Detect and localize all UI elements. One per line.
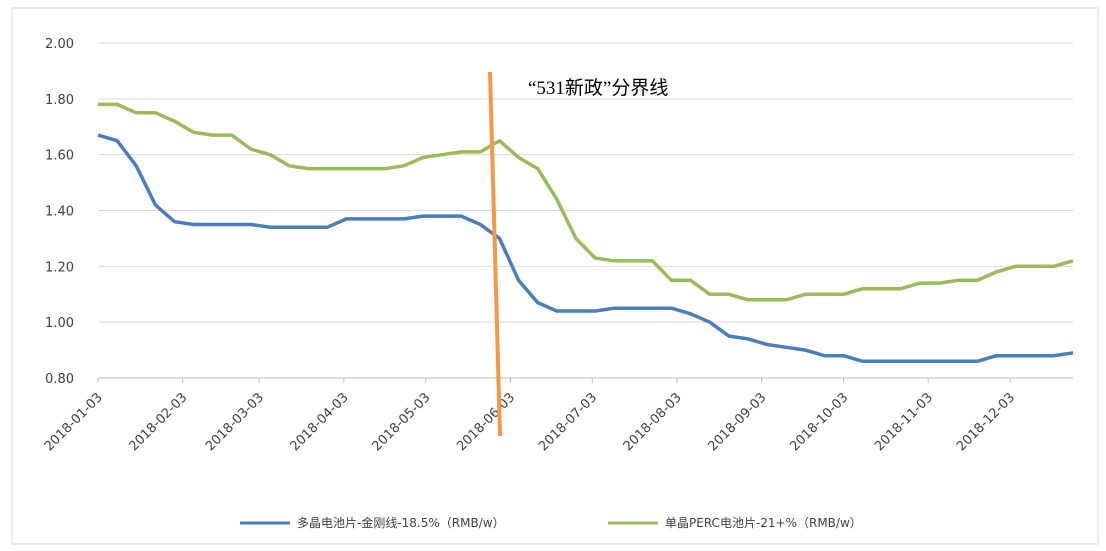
lines: [97, 102, 1074, 364]
y-tick-label: 0.80: [45, 372, 74, 387]
legend-label: 单晶PERC电池片-21+%（RMB/w）: [665, 516, 862, 530]
annotation: “531新政”分界线: [528, 77, 668, 99]
legend: 多晶电池片-金刚线-18.5%（RMB/w） 单晶PERC电池片-21+%（RMB…: [240, 515, 862, 530]
y-tick-label: 1.00: [45, 316, 74, 331]
y-tick-label: 2.00: [45, 37, 74, 52]
legend-label: 多晶电池片-金刚线-18.5%（RMB/w）: [297, 515, 505, 530]
y-tick-label: 1.60: [45, 149, 74, 164]
series-line: [98, 102, 1074, 302]
series-line: [97, 133, 1074, 364]
y-tick-label: 1.20: [45, 260, 74, 275]
y-tick-label: 1.80: [45, 93, 74, 108]
divider-line: [488, 71, 502, 437]
chart-frame: [11, 7, 1099, 545]
y-tick-label: 1.40: [45, 205, 74, 220]
